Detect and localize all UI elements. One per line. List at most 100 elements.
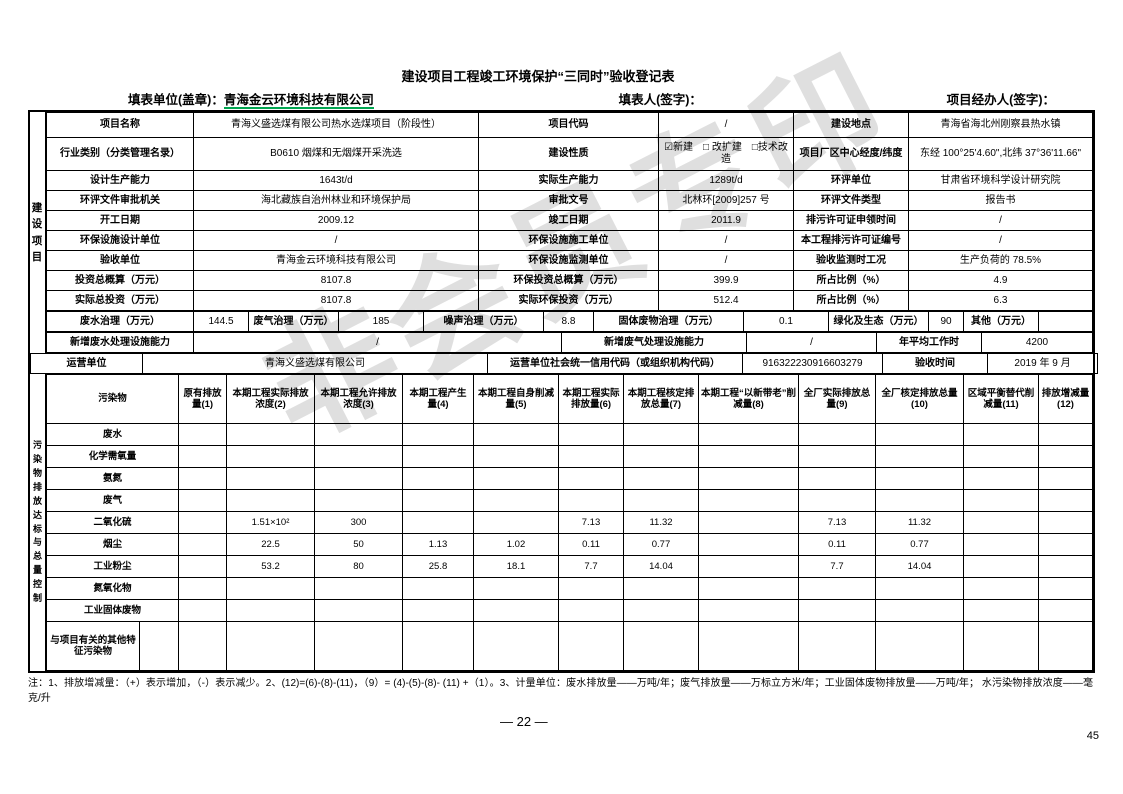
- pollutant-row: 烟尘 22.5 50 1.13 1.02 0.11 0.77 0.11 0.77: [45, 533, 1093, 556]
- table-cell: [623, 489, 699, 512]
- table-cell: 11.32: [623, 511, 699, 534]
- table-cell: [178, 621, 227, 671]
- field-value: /: [193, 230, 479, 251]
- table-cell: [226, 489, 315, 512]
- pollutant-name: 工业固体废物: [45, 599, 180, 622]
- pollutant-row: 与项目有关的其他特征污染物: [45, 621, 1093, 671]
- field-label: 环保设施施工单位: [478, 230, 659, 251]
- field-label: 本工程排污许可证编号: [793, 230, 909, 251]
- table-cell: 25.8: [402, 555, 474, 578]
- table-cell: [226, 467, 315, 490]
- fill-unit-company-name: 青海金云环境科技有限公司: [223, 93, 374, 109]
- field-label: 环保投资总概算（万元）: [478, 270, 659, 291]
- table-cell: [963, 423, 1039, 446]
- table-cell: [558, 467, 624, 490]
- table-cell: [1038, 489, 1093, 512]
- field-label: 行业类别（分类管理名录）: [46, 137, 194, 171]
- info-row: 设计生产能力 1643t/d 实际生产能力 1289t/d 环评单位 甘肃省环境科学设…: [46, 170, 1093, 191]
- field-value: /: [746, 332, 877, 353]
- field-value: 海北藏族自治州林业和环境保护局: [193, 190, 479, 211]
- pollutant-row: 氨氮: [45, 467, 1093, 490]
- table-cell: 50: [314, 533, 403, 556]
- table-cell: [226, 621, 315, 671]
- table-cell: [314, 621, 403, 671]
- field-value: 185: [338, 311, 424, 332]
- field-value: 1643t/d: [193, 170, 479, 191]
- field-value: [1038, 311, 1093, 332]
- field-label: 项目厂区中心经度/纬度: [793, 137, 909, 171]
- field-label: 验收监测时工况: [793, 250, 909, 271]
- pollution-header-row: 污染物 原有排放量(1) 本期工程实际排放浓度(2) 本期工程允许排放浓度(3)…: [45, 374, 1093, 424]
- table-cell: [698, 599, 799, 622]
- table-cell: [875, 577, 964, 600]
- pollutant-name: 氮氧化物: [45, 577, 180, 600]
- field-label: 设计生产能力: [46, 170, 194, 191]
- table-cell: 7.7: [558, 555, 624, 578]
- table-cell: [402, 489, 474, 512]
- table-cell: [1038, 599, 1093, 622]
- field-value: 北林环[2009]257 号: [658, 190, 794, 211]
- table-cell: [314, 467, 403, 490]
- pollutant-name: 化学需氧量: [45, 445, 180, 468]
- table-cell: [698, 445, 799, 468]
- field-value: 青海义盛选煤有限公司热水选煤项目（阶段性）: [193, 112, 479, 138]
- field-label: 所占比例（%）: [793, 270, 909, 291]
- table-cell: 22.5: [226, 533, 315, 556]
- table-cell: 7.13: [798, 511, 876, 534]
- field-value: 4.9: [908, 270, 1093, 291]
- table-cell: [473, 621, 559, 671]
- field-value: 甘肃省环境科学设计研究院: [908, 170, 1093, 191]
- document-page: 非会员专印 建设项目工程竣工环境保护“三同时”验收登记表 填表单位(盖章)：青海…: [28, 31, 1099, 742]
- table-cell: [1038, 467, 1093, 490]
- column-header: 污染物: [45, 374, 180, 424]
- table-cell: [314, 599, 403, 622]
- pollutant-row: 废气: [45, 489, 1093, 512]
- field-label: 绿化及生态（万元）: [828, 311, 929, 332]
- field-label: 建设地点: [793, 112, 909, 138]
- table-cell: [473, 445, 559, 468]
- table-cell: [314, 489, 403, 512]
- table-cell: [798, 423, 876, 446]
- table-cell: 53.2: [226, 555, 315, 578]
- pollution-table: 污染物 原有排放量(1) 本期工程实际排放浓度(2) 本期工程允许排放浓度(3)…: [45, 374, 1093, 671]
- table-cell: [875, 467, 964, 490]
- info-row: 开工日期 2009.12 竣工日期 2011.9 排污许可证申领时间 /: [46, 210, 1093, 231]
- info-row: 实际总投资（万元） 8107.8 实际环保投资（万元） 512.4 所占比例（%） 6…: [46, 290, 1093, 311]
- table-cell: [402, 511, 474, 534]
- table-cell: [875, 445, 964, 468]
- table-cell: 11.32: [875, 511, 964, 534]
- field-value: /: [658, 112, 794, 138]
- field-value: 报告书: [908, 190, 1093, 211]
- table-cell: 80: [314, 555, 403, 578]
- table-cell: [178, 489, 227, 512]
- column-header: 本期工程产生量(4): [402, 374, 474, 424]
- field-label: 环保设施设计单位: [46, 230, 194, 251]
- table-cell: [963, 467, 1039, 490]
- field-label: 验收单位: [46, 250, 194, 271]
- field-label: 运营单位: [30, 353, 143, 374]
- table-cell: 7.13: [558, 511, 624, 534]
- table-cell: 0.77: [875, 533, 964, 556]
- column-header: 本期工程允许排放浓度(3): [314, 374, 403, 424]
- table-cell: [402, 621, 474, 671]
- table-cell: [402, 445, 474, 468]
- field-value: 1289t/d: [658, 170, 794, 191]
- field-label: 其他（万元）: [963, 311, 1039, 332]
- table-cell: 1.13: [402, 533, 474, 556]
- table-cell: [226, 423, 315, 446]
- pollutant-name: 烟尘: [45, 533, 180, 556]
- table-cell: [798, 489, 876, 512]
- field-label: 竣工日期: [478, 210, 659, 231]
- field-value: 生产负荷的 78.5%: [908, 250, 1093, 271]
- fill-unit: 填表单位(盖章)：青海金云环境科技有限公司: [128, 89, 374, 109]
- table-cell: [698, 577, 799, 600]
- pollutant-row: 废水: [45, 423, 1093, 446]
- column-header: 本期工程核定排放总量(7): [623, 374, 699, 424]
- field-label: 审批文号: [478, 190, 659, 211]
- form-title: 建设项目工程竣工环境保护“三同时”验收登记表: [401, 69, 675, 84]
- table-cell: [963, 445, 1039, 468]
- table-cell: [226, 577, 315, 600]
- table-cell: [558, 489, 624, 512]
- pollutant-name: 废水: [45, 423, 180, 446]
- table-cell: [698, 555, 799, 578]
